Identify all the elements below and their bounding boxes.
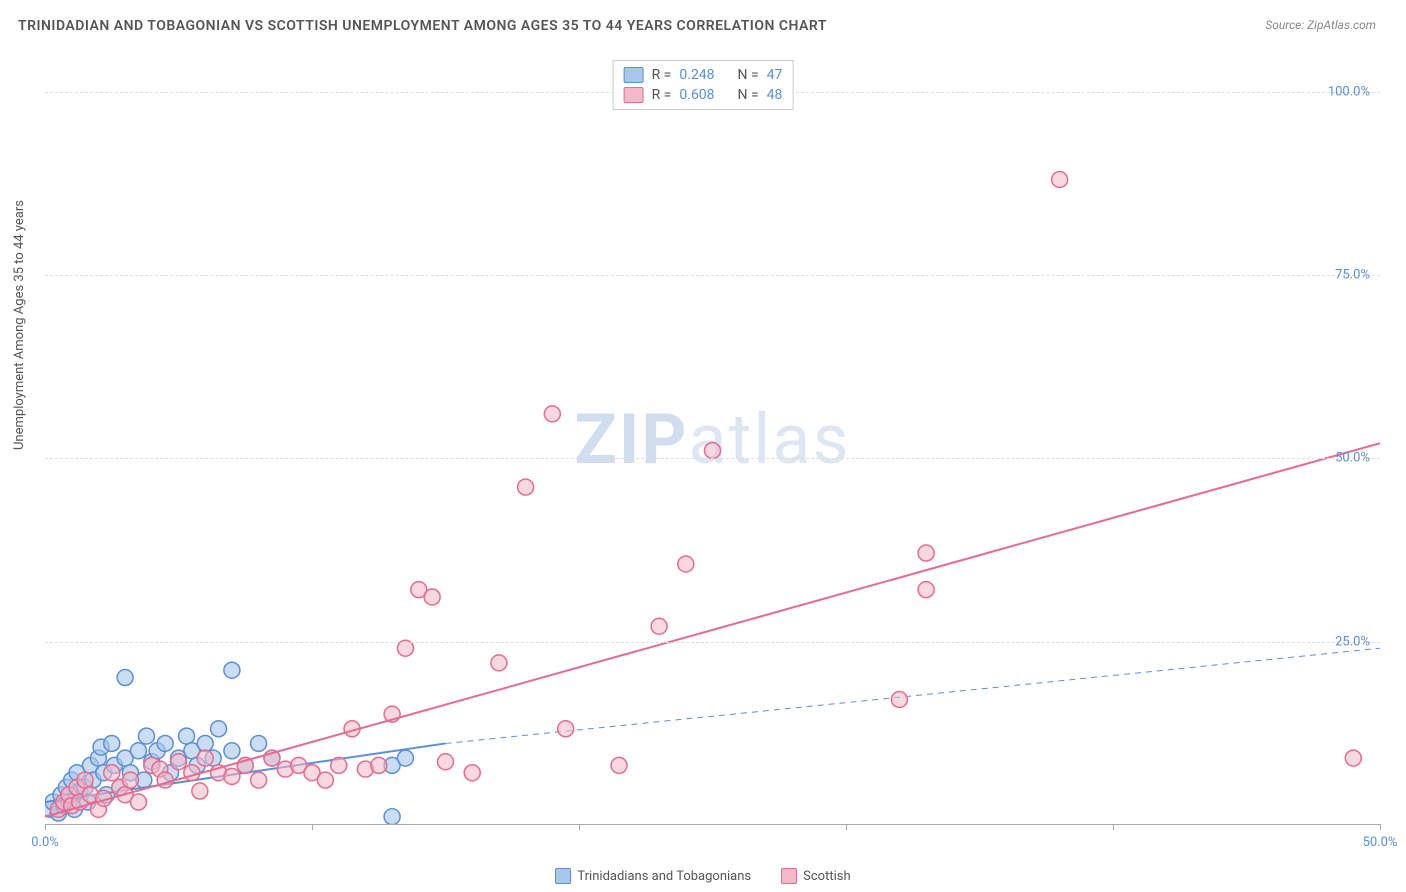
x-tick-label: 0.0% [31, 835, 59, 850]
r-label: R = [652, 67, 672, 83]
legend-swatch [624, 87, 644, 103]
scatter-point [122, 772, 138, 788]
x-tick [846, 824, 847, 830]
scatter-point [179, 728, 195, 744]
scatter-point [1345, 750, 1361, 766]
n-value: 47 [767, 67, 783, 83]
scatter-point [157, 735, 173, 751]
scatter-point [138, 728, 154, 744]
scatter-point [611, 757, 627, 773]
y-tick-label: 100.0% [1328, 84, 1370, 99]
legend-swatch [555, 868, 571, 884]
legend-row: R = 0.608 N = 48 [624, 85, 783, 105]
x-tick [579, 824, 580, 830]
y-tick-label: 75.0% [1335, 268, 1370, 283]
grid-line [45, 275, 1380, 276]
legend-item: Scottish [781, 868, 850, 884]
scatter-point [438, 754, 454, 770]
legend-swatch [781, 868, 797, 884]
x-tick [1113, 824, 1114, 830]
scatter-point [192, 783, 208, 799]
scatter-point [558, 721, 574, 737]
correlation-legend: R = 0.248 N = 47 R = 0.608 N = 48 [613, 60, 794, 110]
scatter-point [1052, 172, 1068, 188]
scatter-point [424, 589, 440, 605]
scatter-point [705, 442, 721, 458]
scatter-point [491, 655, 507, 671]
scatter-point [678, 556, 694, 572]
scatter-point [117, 670, 133, 686]
scatter-point [197, 735, 213, 751]
r-value: 0.248 [679, 67, 714, 83]
r-value: 0.608 [679, 87, 714, 103]
trend-line-extrapolated [446, 648, 1381, 743]
plot-area: ZIPatlas 25.0%50.0%75.0%100.0%0.0%50.0% [45, 55, 1380, 825]
scatter-point [544, 406, 560, 422]
scatter-point [224, 662, 240, 678]
scatter-point [130, 794, 146, 810]
series-legend: Trinidadians and Tobagonians Scottish [0, 868, 1406, 884]
scatter-point [397, 750, 413, 766]
scatter-point [171, 754, 187, 770]
scatter-point [918, 582, 934, 598]
source-attribution: Source: ZipAtlas.com [1265, 18, 1376, 32]
y-tick-label: 50.0% [1335, 451, 1370, 466]
scatter-point [464, 765, 480, 781]
scatter-point [918, 545, 934, 561]
scatter-point [184, 765, 200, 781]
scatter-point [317, 772, 333, 788]
x-tick-label: 50.0% [1363, 835, 1398, 850]
scatter-point [518, 479, 534, 495]
scatter-point [891, 692, 907, 708]
scatter-point [251, 735, 267, 751]
legend-label: Trinidadians and Tobagonians [577, 869, 751, 884]
chart-title: TRINIDADIAN AND TOBAGONIAN VS SCOTTISH U… [18, 18, 827, 34]
legend-row: R = 0.248 N = 47 [624, 65, 783, 85]
grid-line [45, 458, 1380, 459]
y-tick-label: 25.0% [1335, 634, 1370, 649]
x-tick [1380, 824, 1381, 830]
legend-swatch [624, 67, 644, 83]
scatter-point [224, 743, 240, 759]
n-label: N = [738, 87, 759, 103]
r-label: R = [652, 87, 672, 103]
x-tick [312, 824, 313, 830]
trend-line [45, 443, 1380, 817]
y-axis-label: Unemployment Among Ages 35 to 44 years [12, 200, 27, 450]
scatter-point [211, 721, 227, 737]
n-label: N = [738, 67, 759, 83]
scatter-point [77, 772, 93, 788]
scatter-point [224, 768, 240, 784]
scatter-point [130, 743, 146, 759]
scatter-point [197, 750, 213, 766]
grid-line [45, 642, 1380, 643]
scatter-point [104, 735, 120, 751]
scatter-point [104, 765, 120, 781]
n-value: 48 [767, 87, 783, 103]
scatter-point [251, 772, 267, 788]
scatter-point [331, 757, 347, 773]
legend-item: Trinidadians and Tobagonians [555, 868, 751, 884]
scatter-point [384, 809, 400, 824]
x-tick [45, 824, 46, 830]
legend-label: Scottish [803, 869, 850, 884]
chart-svg [45, 55, 1380, 824]
scatter-point [371, 757, 387, 773]
scatter-point [651, 618, 667, 634]
